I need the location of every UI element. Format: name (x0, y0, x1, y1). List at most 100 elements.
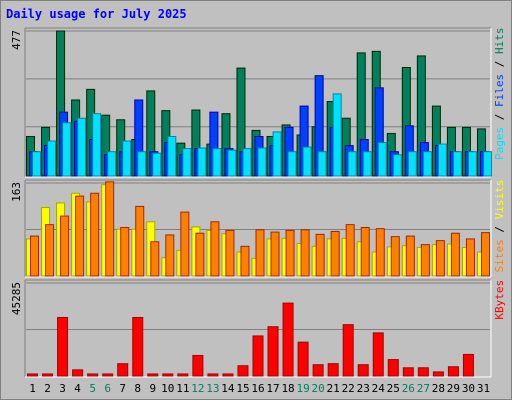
side-legend: KBytes (493, 280, 506, 320)
side-legend: Pages / Files / Hits (493, 28, 506, 161)
kbytes-bar-day-18 (282, 302, 294, 377)
side-legend-part: Files (493, 74, 506, 107)
kbytes-bar-day-7 (117, 363, 129, 377)
side-legend-part: Visits (493, 180, 506, 220)
side-legend-part: / (493, 54, 506, 74)
pages-bar-day-10 (167, 135, 177, 177)
side-legend-part: / (493, 107, 506, 127)
x-label-day-15: 15 (236, 382, 249, 395)
x-label-day-10: 10 (161, 382, 174, 395)
sites-bar-day-20 (315, 233, 325, 277)
kbytes-bar-day-19 (297, 341, 309, 377)
x-label-day-11: 11 (176, 382, 189, 395)
kbytes-bar-day-24 (372, 332, 384, 377)
sites-bar-day-6 (105, 181, 115, 277)
x-label-day-29: 29 (447, 382, 460, 395)
pages-bar-day-18 (287, 151, 297, 177)
kbytes-bar-day-17 (267, 326, 279, 377)
kbytes-bar-day-12 (192, 354, 204, 377)
kbytes-bar-day-4 (72, 369, 84, 377)
sites-bar-day-14 (225, 229, 235, 277)
pages-bar-day-15 (242, 148, 252, 177)
pages-bar-day-23 (362, 151, 372, 177)
side-legend-part: KBytes (493, 280, 506, 320)
sites-bar-day-17 (270, 231, 280, 277)
pages-bar-day-14 (227, 149, 237, 177)
kbytes-bar-day-21 (327, 363, 339, 377)
x-label-day-2: 2 (44, 382, 51, 395)
kbytes-bar-day-29 (447, 366, 459, 377)
pages-bar-day-31 (482, 151, 492, 177)
sites-bar-day-7 (120, 227, 130, 277)
pages-bar-day-20 (317, 151, 327, 177)
pages-bar-day-13 (212, 148, 222, 177)
pages-bar-day-26 (407, 151, 417, 177)
chart-title: Daily usage for July 2025 (6, 7, 187, 21)
sites-bar-day-22 (345, 224, 355, 277)
x-label-day-12: 12 (191, 382, 204, 395)
x-label-day-9: 9 (149, 382, 156, 395)
pages-bar-day-28 (437, 143, 447, 177)
pages-bar-day-5 (92, 113, 102, 177)
sites-bar-day-25 (390, 236, 400, 277)
x-label-day-27: 27 (417, 382, 430, 395)
kbytes-bar-day-11 (177, 373, 189, 377)
pages-bar-day-9 (152, 152, 162, 177)
y-max-label: 163 (10, 182, 23, 202)
sites-bar-day-21 (330, 230, 340, 277)
sites-bar-day-13 (210, 221, 220, 277)
pages-bar-day-17 (272, 131, 282, 177)
kbytes-bar-day-20 (312, 364, 324, 377)
sites-bar-day-27 (420, 244, 430, 277)
side-legend-part: / (493, 219, 506, 239)
x-label-day-17: 17 (266, 382, 279, 395)
x-label-day-20: 20 (312, 382, 325, 395)
x-label-day-26: 26 (402, 382, 415, 395)
pages-bar-day-25 (392, 154, 402, 177)
sites-bar-day-9 (150, 241, 160, 277)
kbytes-bar-day-23 (357, 364, 369, 377)
sites-bar-day-11 (180, 211, 190, 277)
pages-bar-day-2 (47, 140, 57, 177)
sites-bar-day-3 (60, 215, 70, 277)
x-label-day-8: 8 (134, 382, 141, 395)
side-legend-part: Hits (493, 28, 506, 55)
visits-sites-panel: 163 Sites / Visits (10, 179, 506, 278)
pages-bar-day-1 (32, 151, 42, 177)
kbytes-bar-day-3 (57, 316, 69, 377)
side-legend: Sites / Visits (493, 180, 506, 273)
sites-bar-day-30 (465, 238, 475, 277)
sites-bar-day-12 (195, 232, 205, 277)
x-label-day-31: 31 (477, 382, 490, 395)
pages-bar-day-11 (182, 148, 192, 177)
x-label-day-24: 24 (372, 382, 386, 395)
kbytes-bar-day-28 (432, 371, 444, 377)
x-label-day-28: 28 (432, 382, 445, 395)
sites-bar-day-15 (240, 245, 250, 277)
sites-bar-day-10 (165, 234, 175, 277)
kbytes-bar-day-13 (207, 373, 219, 377)
sites-bar-day-26 (405, 235, 415, 277)
pages-bar-day-12 (197, 147, 207, 177)
sites-bar-day-4 (75, 195, 85, 277)
x-label-day-16: 16 (251, 382, 264, 395)
x-label-day-4: 4 (74, 382, 81, 395)
x-label-day-18: 18 (281, 382, 294, 395)
kbytes-panel: 45285 KBytes (10, 279, 506, 378)
x-label-day-1: 1 (29, 382, 36, 395)
sites-bar-day-19 (300, 229, 310, 277)
kbytes-bar-day-15 (237, 365, 249, 377)
sites-bar-day-31 (480, 232, 490, 277)
pages-bar-day-16 (257, 147, 267, 177)
pages-bar-day-21 (332, 93, 342, 177)
sites-bar-day-8 (135, 205, 145, 277)
x-label-day-13: 13 (206, 382, 219, 395)
pages-bar-day-6 (107, 151, 117, 177)
x-label-day-25: 25 (387, 382, 400, 395)
sites-bar-day-28 (435, 240, 445, 277)
kbytes-bar-day-14 (222, 373, 234, 377)
pages-bar-day-27 (422, 151, 432, 177)
x-label-day-14: 14 (221, 382, 235, 395)
sites-bar-day-24 (375, 228, 385, 277)
